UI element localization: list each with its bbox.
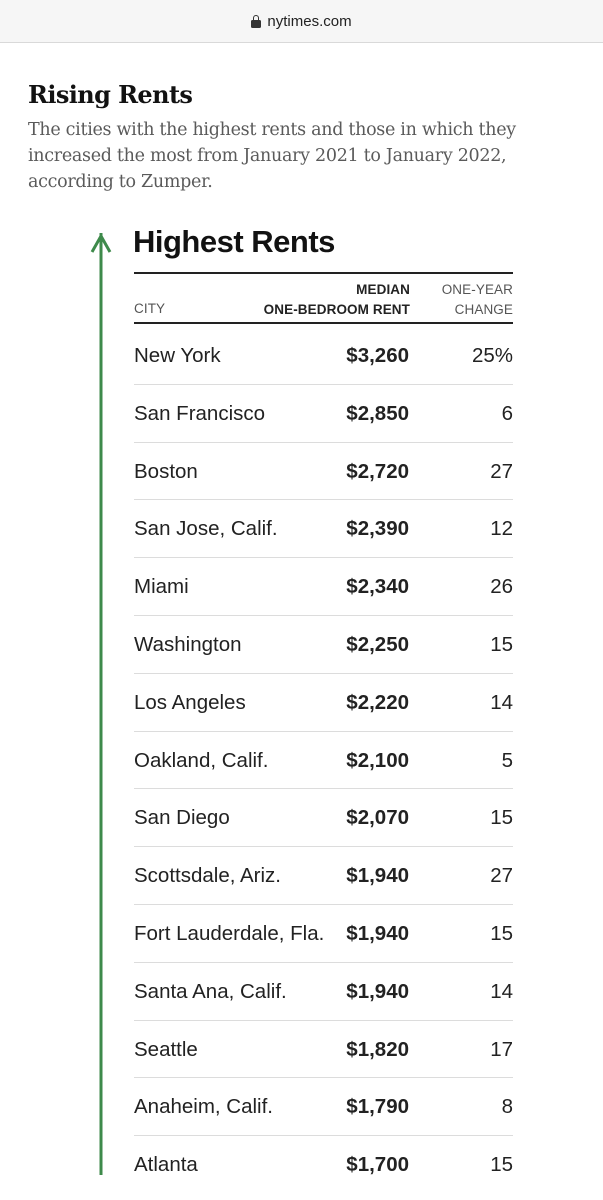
cell-rent: $2,720 (346, 459, 409, 483)
cell-change: 15 (490, 632, 513, 656)
table-row: Santa Ana, Calif. $1,940 14 (134, 963, 513, 1021)
cell-city: Boston (134, 459, 198, 483)
cell-change: 27 (490, 864, 513, 888)
cell-change: 15 (490, 921, 513, 945)
cell-change: 15 (490, 1153, 513, 1177)
article-headline: Rising Rents (28, 80, 193, 109)
cell-change: 17 (490, 1037, 513, 1061)
cell-change: 6 (501, 401, 513, 425)
cell-city: Seattle (134, 1037, 198, 1061)
column-header-rent-line1: MEDIAN (356, 282, 410, 297)
cell-rent: $1,820 (346, 1037, 409, 1061)
table-row: Atlanta $1,700 15 (134, 1136, 513, 1194)
cell-city: San Diego (134, 806, 230, 830)
cell-city: San Jose, Calif. (134, 517, 278, 541)
cell-rent: $2,390 (346, 517, 409, 541)
cell-change: 5 (501, 748, 513, 772)
table-row: Los Angeles $2,220 14 (134, 674, 513, 732)
table-top-rule (134, 272, 513, 274)
cell-rent: $1,790 (346, 1095, 409, 1119)
cell-change: 14 (490, 690, 513, 714)
cell-city: New York (134, 344, 221, 367)
cell-rent: $1,940 (346, 921, 409, 945)
column-header-rent-line2: ONE-BEDROOM RENT (263, 302, 410, 317)
url-display[interactable]: nytimes.com (251, 12, 352, 30)
cell-city: Los Angeles (134, 690, 246, 714)
cell-rent: $2,070 (346, 806, 409, 830)
table-row: Anaheim, Calif. $1,790 8 (134, 1078, 513, 1137)
table-body: New York $3,260 25% San Francisco $2,850 6 Bos… (134, 327, 513, 1194)
cell-change: 14 (490, 979, 513, 1003)
cell-change: 25% (471, 344, 513, 367)
column-header-change-line2: CHANGE (454, 302, 513, 317)
table-row: San Francisco $2,850 6 (134, 385, 513, 443)
cell-city: Anaheim, Calif. (134, 1095, 274, 1119)
cell-city: Fort Lauderdale, Fla. (134, 921, 325, 945)
cell-rent: $2,340 (346, 575, 409, 599)
cell-city: San Francisco (134, 401, 266, 425)
article-dek: The cities with the highest rents and th… (28, 120, 516, 192)
cell-change: 27 (490, 459, 513, 483)
up-arrow-icon (90, 232, 112, 1175)
table-row: Oakland, Calif. $2,100 5 (134, 732, 513, 790)
table-row: San Diego $2,070 15 (134, 789, 513, 848)
cell-rent: $1,700 (346, 1153, 409, 1177)
table-row: New York $3,260 25% (134, 327, 513, 385)
cell-city: Atlanta (134, 1153, 198, 1177)
cell-rent: $2,100 (346, 748, 409, 772)
cell-change: 15 (490, 806, 513, 830)
cell-city: Miami (134, 575, 189, 599)
lock-icon (251, 14, 262, 28)
table-title: Highest Rents (133, 224, 335, 259)
column-header-rent: MEDIAN ONE-BEDROOM RENT (264, 280, 410, 320)
cell-rent: $1,940 (346, 979, 409, 1003)
cell-rent: $3,260 (346, 344, 409, 367)
column-header-change: ONE-YEAR CHANGE (442, 280, 513, 320)
cell-city: Oakland, Calif. (134, 748, 269, 772)
column-header-city: CITY (134, 301, 166, 316)
table-row: Boston $2,720 27 (134, 443, 513, 501)
browser-address-bar[interactable]: nytimes.com (0, 0, 603, 43)
cell-change: 12 (490, 517, 513, 541)
table-row: Washington $2,250 15 (134, 616, 513, 674)
table-row: Seattle $1,820 17 (134, 1021, 513, 1079)
cell-city: Scottsdale, Ariz. (134, 864, 281, 888)
cell-change: 26 (490, 575, 513, 599)
table-row: Miami $2,340 26 (134, 558, 513, 616)
cell-change: 8 (501, 1095, 513, 1119)
cell-rent: $2,220 (346, 690, 409, 714)
table-header-rule (134, 322, 513, 324)
url-text: nytimes.com (267, 12, 352, 30)
cell-city: Santa Ana, Calif. (134, 979, 287, 1003)
column-header-change-line1: ONE-YEAR (441, 282, 513, 297)
table-row: Scottsdale, Ariz. $1,940 27 (134, 847, 513, 905)
cell-rent: $2,850 (346, 401, 409, 425)
cell-city: Washington (134, 632, 242, 656)
cell-rent: $2,250 (346, 632, 409, 656)
cell-rent: $1,940 (346, 864, 409, 888)
table-row: Fort Lauderdale, Fla. $1,940 15 (134, 905, 513, 963)
table-row: San Jose, Calif. $2,390 12 (134, 500, 513, 559)
